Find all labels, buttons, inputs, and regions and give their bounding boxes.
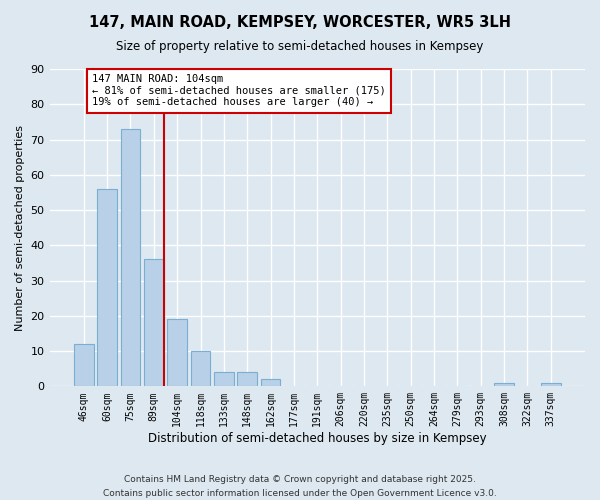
Bar	[97, 189, 117, 386]
Bar	[494, 383, 514, 386]
Bar	[191, 351, 211, 386]
Bar	[167, 320, 187, 386]
Bar	[260, 380, 280, 386]
Bar	[121, 129, 140, 386]
X-axis label: Distribution of semi-detached houses by size in Kempsey: Distribution of semi-detached houses by …	[148, 432, 487, 445]
Bar	[144, 260, 164, 386]
Bar	[238, 372, 257, 386]
Text: Contains HM Land Registry data © Crown copyright and database right 2025.
Contai: Contains HM Land Registry data © Crown c…	[103, 476, 497, 498]
Text: Size of property relative to semi-detached houses in Kempsey: Size of property relative to semi-detach…	[116, 40, 484, 53]
Bar	[74, 344, 94, 387]
Y-axis label: Number of semi-detached properties: Number of semi-detached properties	[15, 124, 25, 330]
Bar	[214, 372, 234, 386]
Text: 147, MAIN ROAD, KEMPSEY, WORCESTER, WR5 3LH: 147, MAIN ROAD, KEMPSEY, WORCESTER, WR5 …	[89, 15, 511, 30]
Text: 147 MAIN ROAD: 104sqm
← 81% of semi-detached houses are smaller (175)
19% of sem: 147 MAIN ROAD: 104sqm ← 81% of semi-deta…	[92, 74, 386, 108]
Bar	[541, 383, 560, 386]
